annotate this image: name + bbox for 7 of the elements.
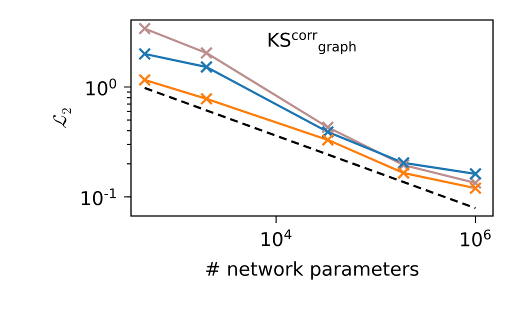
y-tick-label: 10$^{-1}$ [82,188,116,206]
text: KS$^{corr}$graph [268,32,356,54]
y-tick-label: 10$^{0}$ [86,78,116,96]
x-tick-label: 10$^{4}$ [262,229,292,246]
y-axis-title: $\mathcal{L}_2$ [53,108,71,128]
x-axis-title: # network parameters [206,261,418,280]
x-tick-label: 10$^{6}$ [461,229,491,246]
